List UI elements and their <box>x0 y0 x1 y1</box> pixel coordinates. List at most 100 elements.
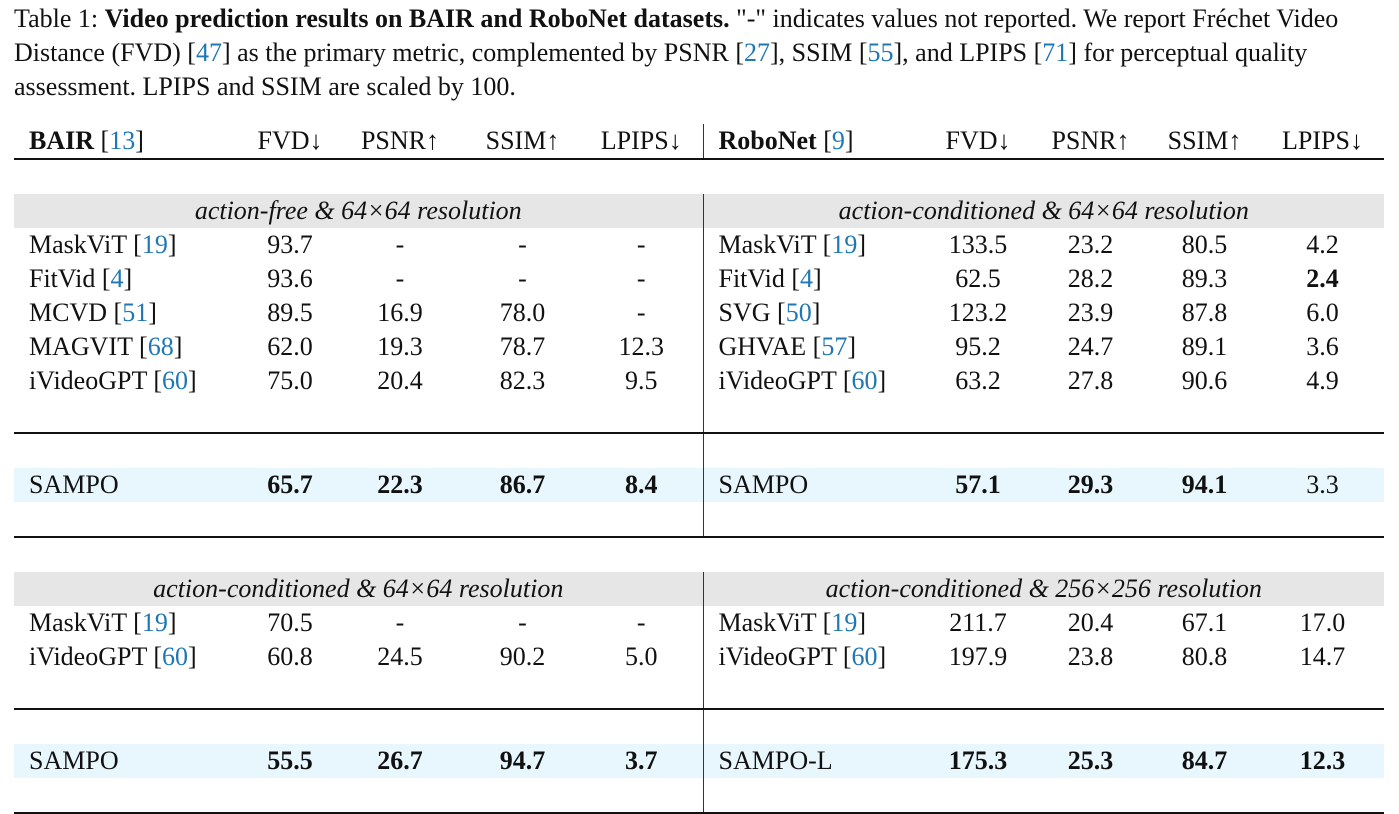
citation-link[interactable]: 47 <box>195 38 222 67</box>
metric-cell: 93.6 <box>245 262 335 296</box>
metric-cell: 90.6 <box>1148 364 1261 398</box>
citation-link[interactable]: 9 <box>831 126 845 155</box>
method-name: SAMPO <box>702 468 923 502</box>
citation-link[interactable]: 50 <box>785 298 812 327</box>
metric-cell: 5.0 <box>580 640 703 674</box>
metric-value: 90.6 <box>1181 366 1228 395</box>
method-name: MaskViT [19] <box>29 608 177 637</box>
metric-value: 5.0 <box>625 642 658 671</box>
metric-value: 12.3 <box>618 332 665 361</box>
metric-value: - <box>395 608 405 637</box>
spacer <box>14 537 1384 572</box>
metric-value: 20.4 <box>377 366 423 395</box>
metric-cell: 16.9 <box>335 296 465 330</box>
citation-link[interactable]: 60 <box>851 642 878 671</box>
metric-value: 80.8 <box>1181 642 1228 671</box>
metric-cell: 26.7 <box>335 744 465 778</box>
section-header-row: action-free & 64×64 resolution action-con… <box>14 194 1384 228</box>
spacer <box>14 502 1384 538</box>
metric-cell: - <box>335 262 465 296</box>
metric-cell: 57.1 <box>923 468 1033 502</box>
citation-link[interactable]: 4 <box>110 264 124 293</box>
method-label: FitVid <box>29 264 96 293</box>
method-name: GHVAE [57] <box>702 330 923 364</box>
metric-cell: 29.3 <box>1033 468 1148 502</box>
method-label: MaskViT <box>718 230 817 259</box>
best-value: 29.3 <box>1067 470 1114 499</box>
metric-cell: - <box>580 296 703 330</box>
metric-value: 23.8 <box>1067 642 1114 671</box>
metric-value: 89.1 <box>1181 332 1228 361</box>
metric-value: 80.5 <box>1181 230 1228 259</box>
metric-cell: 89.1 <box>1148 330 1261 364</box>
caption-title: Video prediction results on BAIR and Rob… <box>104 4 730 33</box>
metric-cell: - <box>580 262 703 296</box>
metric-cell: 211.7 <box>923 606 1033 640</box>
best-value: 94.1 <box>1181 470 1228 499</box>
method-label: MaskViT <box>718 608 817 637</box>
metric-cell: 4.2 <box>1261 228 1384 262</box>
metric-cell: 20.4 <box>335 364 465 398</box>
results-table: BAIR [13] FVD↓ PSNR↑ SSIM↑ LPIPS↓ RoboNet [9]… <box>14 124 1384 814</box>
metric-cell: 3.3 <box>1261 468 1384 502</box>
citation-link[interactable]: 51 <box>122 298 149 327</box>
table-row: MaskViT [19] 70.5 - - - MaskViT [19] 211.7 20.4… <box>14 606 1384 640</box>
metric-cell: 89.5 <box>245 296 335 330</box>
metric-cell: 23.2 <box>1033 228 1148 262</box>
metric-value: - <box>518 264 527 293</box>
spacer <box>14 709 1384 744</box>
citation-link[interactable]: 60 <box>162 642 189 671</box>
caption-text: ] for perceptual quality assessment. LPI… <box>14 38 1308 101</box>
metric-value: 3.3 <box>1306 470 1339 499</box>
metric-value: 87.8 <box>1181 298 1228 327</box>
metric-value: 211.7 <box>949 608 1007 637</box>
method-label: MAGVIT <box>29 332 133 361</box>
method-name: iVideoGPT [60] <box>702 640 923 674</box>
metric-cell: 62.0 <box>245 330 335 364</box>
citation-link[interactable]: 71 <box>1042 38 1069 67</box>
best-value: 86.7 <box>499 470 546 499</box>
citation-link[interactable]: 19 <box>141 608 168 637</box>
metric-cell: 65.7 <box>245 468 335 502</box>
citation-link[interactable]: 27 <box>744 38 770 67</box>
metric-value: 16.9 <box>377 298 423 327</box>
metric-value: 14.7 <box>1299 642 1346 671</box>
metric-cell: 12.3 <box>1261 744 1384 778</box>
method-name: iVideoGPT [60] <box>29 642 197 671</box>
metric-value: 23.9 <box>1067 298 1114 327</box>
metric-cell: 80.5 <box>1148 228 1261 262</box>
metric-cell: 67.1 <box>1148 606 1261 640</box>
metric-cell: 60.8 <box>245 640 335 674</box>
citation-link[interactable]: 19 <box>141 230 168 259</box>
dataset-header: BAIR [13] <box>14 124 245 160</box>
metric-cell: 94.1 <box>1148 468 1261 502</box>
metric-value: - <box>395 230 405 259</box>
dataset-name: BAIR <box>29 126 95 155</box>
metric-value: - <box>636 264 646 293</box>
caption-text: ], SSIM [ <box>770 38 868 67</box>
metric-cell: - <box>580 228 703 262</box>
metric-cell: 70.5 <box>245 606 335 640</box>
method-label: MaskViT <box>29 230 127 259</box>
metric-value: 93.7 <box>267 230 313 259</box>
metric-cell: 2.4 <box>1261 262 1384 296</box>
citation-link[interactable]: 68 <box>147 332 174 361</box>
metric-value: 89.5 <box>267 298 313 327</box>
section-title-left: action-conditioned & 64×64 resolution <box>14 572 703 606</box>
citation-link[interactable]: 4 <box>800 264 814 293</box>
citation-link[interactable]: 55 <box>867 38 894 67</box>
metric-cell: 78.0 <box>465 296 580 330</box>
method-label: SAMPO <box>718 470 809 499</box>
citation-link[interactable]: 13 <box>109 126 136 155</box>
citation-link[interactable]: 57 <box>821 332 848 361</box>
spacer <box>14 778 1384 814</box>
metric-value: 3.6 <box>1306 332 1339 361</box>
metric-cell: 86.7 <box>465 468 580 502</box>
metric-value: 4.2 <box>1306 230 1339 259</box>
citation-link[interactable]: 60 <box>162 366 189 395</box>
method-label: GHVAE <box>718 332 807 361</box>
citation-link[interactable]: 19 <box>831 608 858 637</box>
citation-link[interactable]: 19 <box>831 230 858 259</box>
citation-link[interactable]: 60 <box>851 366 878 395</box>
method-name: MAGVIT [68] <box>29 332 183 361</box>
